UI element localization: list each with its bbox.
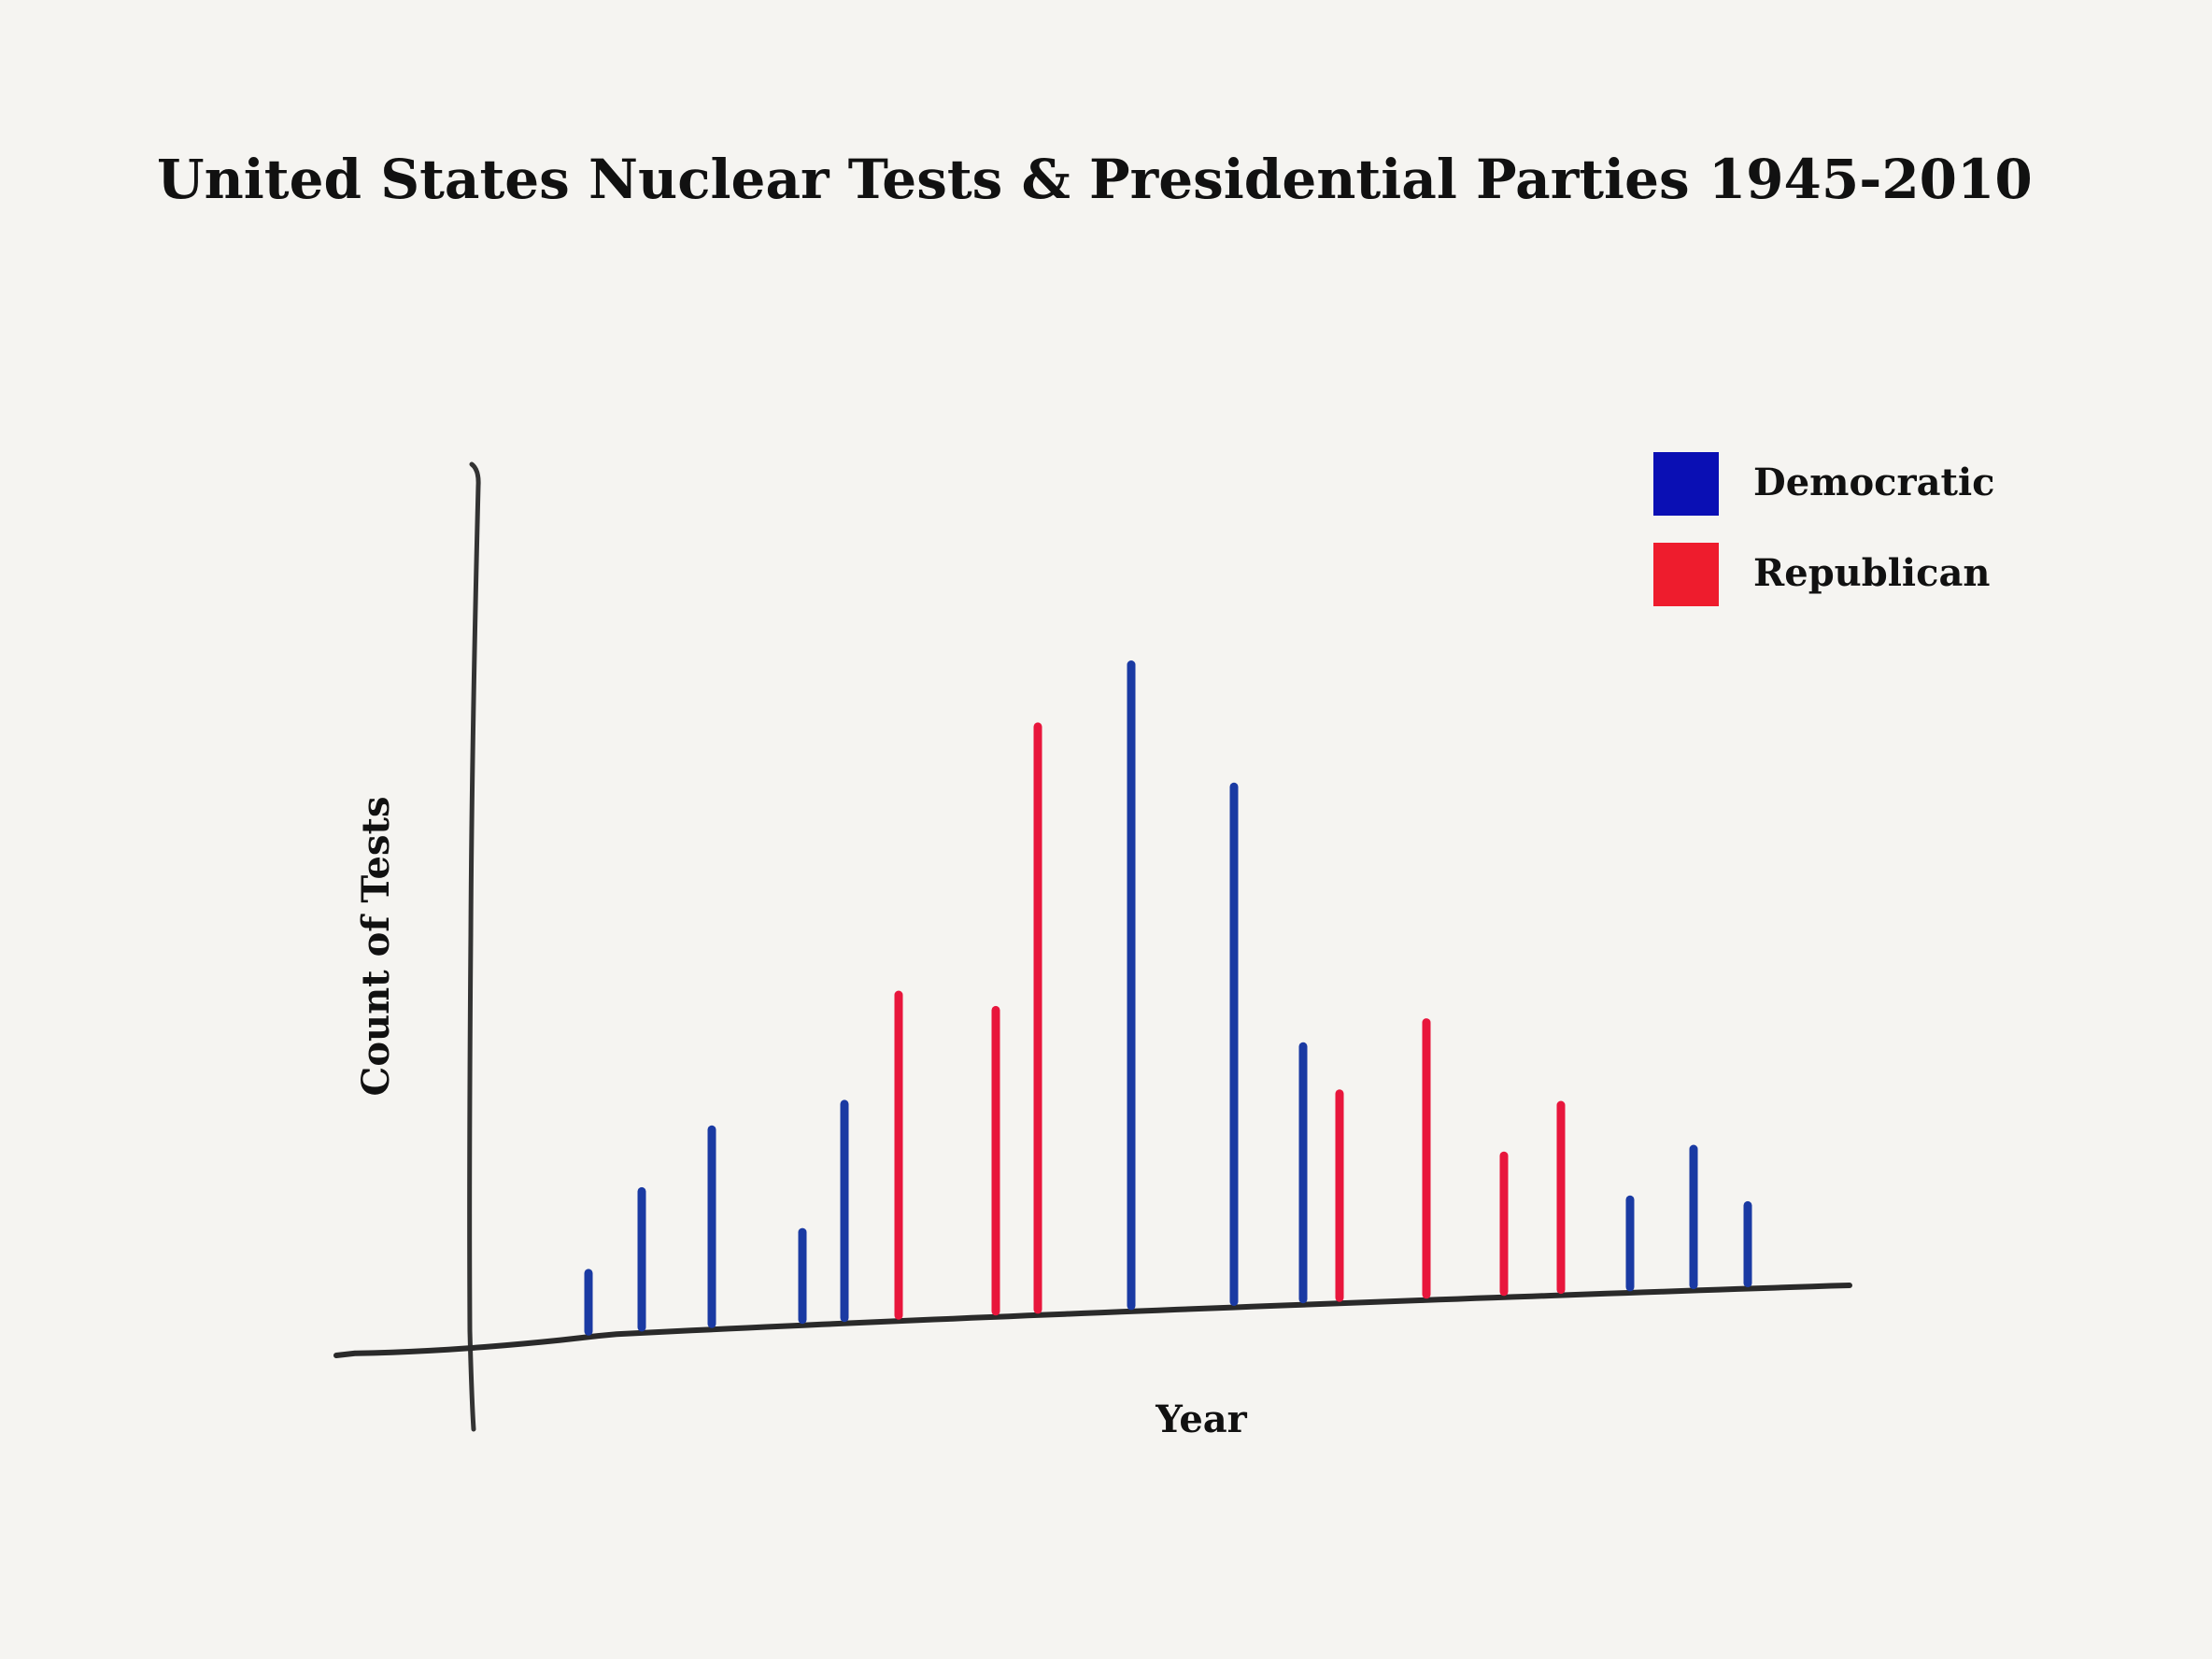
legend-swatch-democratic — [1653, 452, 1719, 516]
legend-label-democratic: Democratic — [1753, 461, 1995, 504]
legend: Democratic Republican — [1653, 452, 1995, 606]
x-axis-label: Year — [1155, 1397, 1247, 1441]
chart-title: United States Nuclear Tests & Presidenti… — [157, 148, 2033, 211]
bars-group — [584, 660, 1752, 1336]
legend-label-republican: Republican — [1753, 551, 1990, 595]
x-axis — [333, 1283, 1852, 1358]
y-axis-label: Count of Tests — [354, 796, 398, 1096]
legend-swatch-republican — [1653, 543, 1719, 606]
y-axis — [467, 461, 481, 1432]
